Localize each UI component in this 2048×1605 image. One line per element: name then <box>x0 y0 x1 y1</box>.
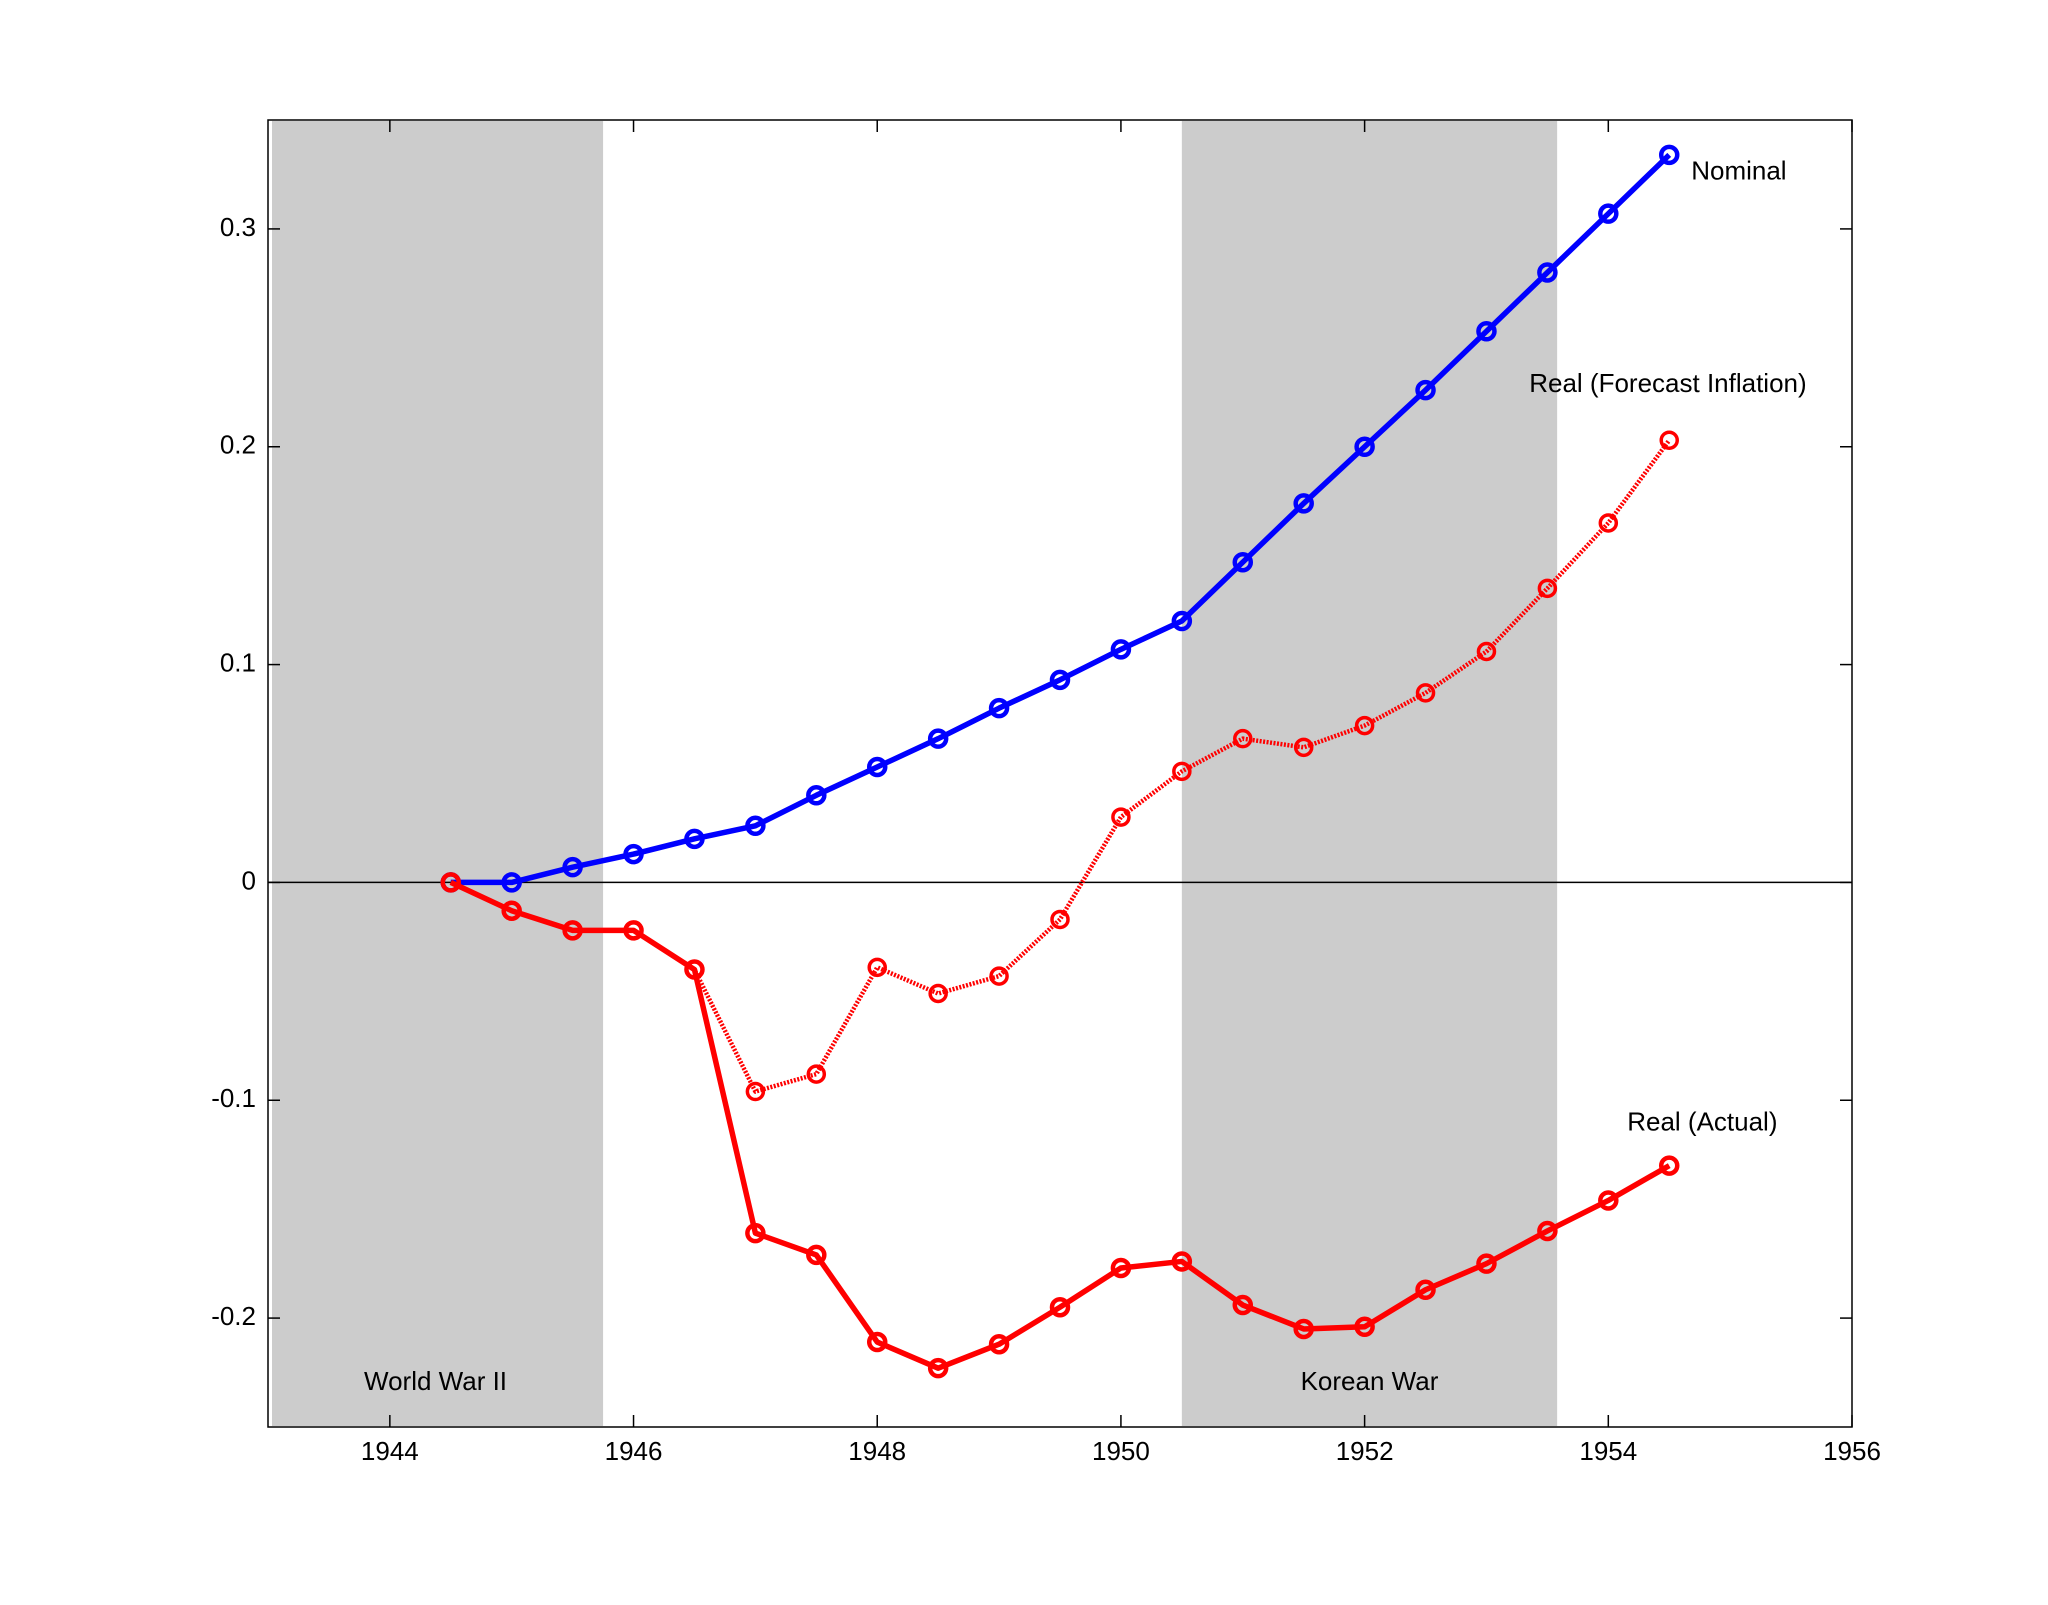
point-marker <box>745 1222 766 1244</box>
point-marker <box>745 815 766 837</box>
point-marker <box>927 728 949 749</box>
point-marker <box>1050 909 1070 930</box>
point-marker <box>501 900 522 921</box>
point-marker <box>1537 1220 1558 1242</box>
point-marker <box>1354 436 1375 457</box>
y-tick-label: -0.2 <box>211 1301 256 1331</box>
point-marker <box>1293 1318 1314 1340</box>
series-label: Real (Actual) <box>1627 1106 1777 1136</box>
point-marker <box>1110 1257 1132 1279</box>
point-marker <box>745 1081 766 1102</box>
point-marker <box>440 872 462 893</box>
point-marker <box>684 828 705 850</box>
point-marker <box>1172 761 1192 782</box>
point-marker <box>1232 1294 1254 1316</box>
point-marker <box>1233 728 1253 749</box>
region-label: World War II <box>364 1366 507 1396</box>
x-tick-label: 1946 <box>605 1436 663 1466</box>
point-marker <box>1598 513 1619 533</box>
point-marker <box>1232 551 1254 573</box>
point-marker <box>501 872 522 893</box>
point-marker <box>623 843 644 865</box>
point-marker <box>623 920 644 941</box>
shaded-region <box>272 121 604 1426</box>
series-line <box>449 879 1671 1371</box>
point-marker <box>1476 321 1497 342</box>
series-label: Nominal <box>1691 156 1786 186</box>
x-tick-label: 1956 <box>1823 1436 1881 1466</box>
point-marker <box>1598 203 1619 224</box>
shaded-region <box>1181 121 1558 1426</box>
point-marker <box>806 1064 827 1084</box>
y-tick-label: 0.3 <box>220 212 256 242</box>
point-marker <box>1598 1190 1619 1211</box>
point-marker <box>1537 262 1558 283</box>
point-marker <box>1415 1279 1436 1301</box>
x-tick-label: 1952 <box>1336 1436 1394 1466</box>
point-marker <box>1658 1155 1680 1176</box>
point-marker <box>1415 683 1436 703</box>
point-marker <box>806 785 827 806</box>
point-marker <box>562 856 583 878</box>
point-marker <box>1354 1316 1375 1338</box>
x-tick-label: 1948 <box>848 1436 906 1466</box>
region-label: Korean War <box>1301 1366 1439 1396</box>
point-marker <box>1659 430 1679 450</box>
y-tick-label: 0.1 <box>220 647 256 677</box>
y-tick-label: 0.2 <box>220 430 256 460</box>
series-line <box>450 152 1672 886</box>
point-marker <box>1354 715 1375 736</box>
point-marker <box>1415 379 1436 401</box>
point-marker <box>1110 639 1132 660</box>
point-marker <box>927 1357 949 1379</box>
x-tick-label: 1954 <box>1579 1436 1637 1466</box>
point-marker <box>866 756 888 778</box>
point-marker <box>806 1244 827 1266</box>
point-marker <box>1537 578 1558 599</box>
point-marker <box>928 983 948 1004</box>
x-tick-label: 1950 <box>1092 1436 1150 1466</box>
point-marker <box>1111 807 1131 827</box>
point-marker <box>989 966 1009 986</box>
point-marker <box>867 957 887 978</box>
point-marker <box>1049 1296 1071 1318</box>
point-marker <box>988 1333 1010 1355</box>
x-tick-label: 1944 <box>361 1436 419 1466</box>
y-tick-label: -0.1 <box>211 1083 256 1113</box>
point-marker <box>1293 493 1314 514</box>
point-marker <box>1171 1251 1193 1272</box>
point-marker <box>988 697 1010 719</box>
point-marker <box>1293 737 1314 758</box>
point-marker <box>562 920 583 941</box>
point-marker <box>684 959 705 980</box>
point-marker <box>1049 669 1071 691</box>
y-tick-label: 0 <box>242 865 256 895</box>
series-label: Real (Forecast Inflation) <box>1529 368 1806 398</box>
point-marker <box>1171 610 1193 632</box>
point-marker <box>1476 641 1497 662</box>
point-marker <box>866 1331 888 1353</box>
point-marker <box>1476 1253 1497 1274</box>
point-marker <box>1658 144 1680 166</box>
axes-box <box>267 119 1853 1428</box>
